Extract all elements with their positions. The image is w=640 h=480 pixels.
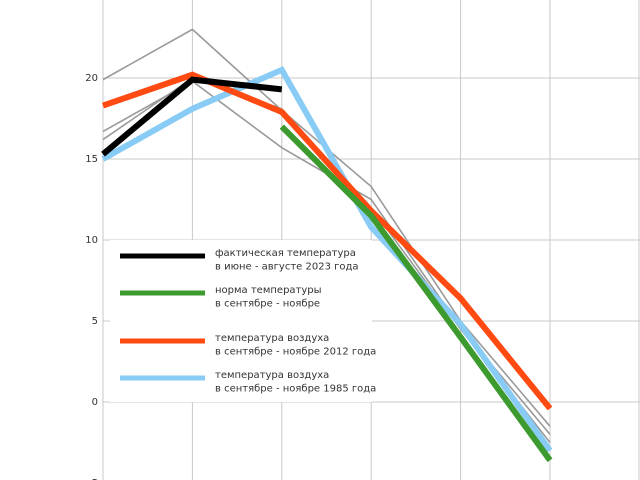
y-tick-label: -5 <box>88 478 98 480</box>
series-line <box>279 124 553 463</box>
y-tick-label: 0 <box>92 397 98 408</box>
legend-box <box>110 240 372 402</box>
y-tick-label: 20 <box>85 73 98 84</box>
series-line <box>101 76 283 157</box>
legend-label: в сентябре - ноябре 2012 года <box>215 347 376 358</box>
legend-label: в июне - августе 2023 года <box>215 262 359 273</box>
legend-label: температура воздуха <box>215 370 329 381</box>
y-tick-label: 25 <box>85 0 98 3</box>
series-line <box>101 66 553 453</box>
series-line <box>102 71 553 411</box>
legend-label: норма температуры <box>215 285 322 296</box>
legend-label: температура воздуха <box>215 333 329 344</box>
legend: фактическая температура в июне - августе … <box>110 240 376 402</box>
y-tick-label: 5 <box>92 316 98 327</box>
y-tick-label: 10 <box>85 235 98 246</box>
legend-label: в сентябре - ноябре 1985 года <box>215 384 376 395</box>
legend-label: фактическая температура <box>215 248 356 259</box>
legend-label: в сентябре - ноябре <box>215 299 320 310</box>
y-tick-label: 15 <box>85 154 98 165</box>
